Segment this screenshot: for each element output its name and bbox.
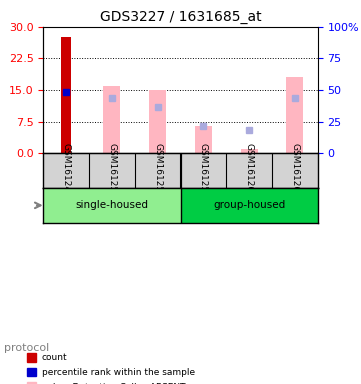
Bar	[61, 37, 71, 153]
Bar	[180, 188, 318, 223]
Text: single-housed: single-housed	[75, 200, 148, 210]
Bar	[240, 149, 258, 153]
Text: percentile rank within the sample: percentile rank within the sample	[42, 368, 195, 377]
Text: GSM161253: GSM161253	[153, 143, 162, 198]
Text: value, Detection Call = ABSENT: value, Detection Call = ABSENT	[42, 382, 185, 384]
Text: protocol: protocol	[4, 343, 49, 353]
Text: GSM161249: GSM161249	[62, 143, 71, 198]
Text: GSM161259: GSM161259	[199, 143, 208, 198]
Bar	[43, 188, 180, 223]
Text: count: count	[42, 353, 67, 362]
Bar	[195, 126, 212, 153]
Bar	[149, 90, 166, 153]
Bar	[103, 86, 121, 153]
Text: GSM161262: GSM161262	[290, 143, 299, 198]
Text: GSM161252: GSM161252	[108, 143, 116, 198]
Bar	[286, 78, 303, 153]
Title: GDS3227 / 1631685_at: GDS3227 / 1631685_at	[100, 10, 261, 25]
Text: GSM161260: GSM161260	[245, 143, 253, 198]
Text: group-housed: group-housed	[213, 200, 285, 210]
